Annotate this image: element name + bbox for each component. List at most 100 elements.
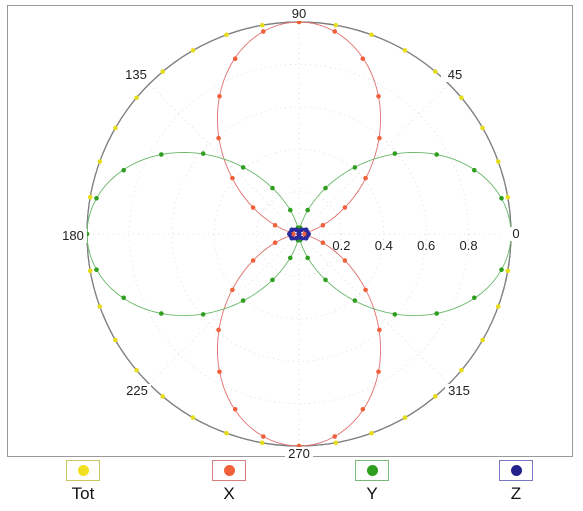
point-tot-28 bbox=[333, 440, 339, 446]
point-y-24 bbox=[270, 277, 275, 283]
point-x-4 bbox=[363, 175, 368, 181]
point-tot-32 bbox=[459, 367, 464, 373]
angle-label-bg-270 bbox=[285, 447, 313, 460]
point-y-30 bbox=[323, 277, 328, 283]
angle-label-45: 45 bbox=[448, 67, 462, 82]
angle-label-bg-0 bbox=[502, 227, 530, 241]
point-x-7 bbox=[360, 56, 366, 61]
grid-circle-3 bbox=[171, 106, 427, 362]
point-tot-10 bbox=[259, 22, 265, 28]
legend: Tot X Y Z bbox=[0, 460, 583, 508]
point-x-6 bbox=[376, 94, 381, 99]
grid-spoke-1 bbox=[298, 83, 450, 235]
point-y-32 bbox=[392, 312, 398, 317]
point-y-29 bbox=[305, 255, 311, 261]
legend-swatch-y bbox=[355, 460, 389, 481]
angle-label-225: 225 bbox=[126, 383, 148, 398]
grid-circle-4 bbox=[128, 63, 470, 405]
angle-label-bg-135 bbox=[122, 68, 150, 82]
point-tot-7 bbox=[369, 32, 374, 38]
point-tot-23 bbox=[160, 394, 166, 399]
legend-swatch-z bbox=[499, 460, 533, 481]
point-y-21 bbox=[159, 311, 164, 316]
point-y-20 bbox=[121, 295, 126, 301]
legend-label-x: X bbox=[223, 484, 235, 503]
angle-label-180: 180 bbox=[62, 228, 84, 243]
point-y-2 bbox=[472, 167, 477, 173]
point-y-7 bbox=[305, 207, 311, 213]
point-tot-34 bbox=[495, 304, 501, 309]
legend-item-z: Z bbox=[486, 460, 546, 504]
point-tot-4 bbox=[459, 95, 464, 101]
point-z-0 bbox=[306, 231, 311, 237]
point-z-2 bbox=[298, 227, 304, 233]
radial-label-3: 0.8 bbox=[460, 238, 478, 253]
point-tot-15 bbox=[113, 125, 118, 131]
point-tot-33 bbox=[480, 337, 485, 343]
point-y-22 bbox=[200, 312, 206, 317]
point-tot-22 bbox=[134, 367, 139, 373]
point-y-4 bbox=[392, 151, 398, 156]
point-y-33 bbox=[434, 311, 439, 316]
angle-label-bg-90 bbox=[285, 7, 313, 21]
legend-item-y: Y bbox=[342, 460, 402, 504]
legend-swatch-x bbox=[212, 460, 246, 481]
point-z-11 bbox=[303, 235, 309, 241]
point-tot-26 bbox=[259, 440, 265, 446]
point-tot-30 bbox=[402, 415, 408, 420]
point-x-12 bbox=[217, 94, 222, 99]
point-z-1 bbox=[303, 227, 309, 233]
radial-label-1: 0.4 bbox=[375, 238, 393, 253]
point-y-25 bbox=[287, 255, 293, 261]
point-z-4 bbox=[294, 227, 300, 233]
point-y-11 bbox=[287, 207, 293, 213]
point-y-13 bbox=[240, 165, 246, 170]
point-x-8 bbox=[332, 29, 338, 34]
point-tot-14 bbox=[134, 95, 139, 101]
radial-label-0: 0.2 bbox=[332, 238, 350, 253]
point-y-12 bbox=[270, 185, 275, 191]
point-tot-3 bbox=[480, 125, 485, 131]
point-x-20 bbox=[272, 240, 278, 246]
point-x-33 bbox=[342, 258, 348, 263]
legend-item-x: X bbox=[199, 460, 259, 504]
point-tot-1 bbox=[505, 194, 511, 200]
legend-swatch-tot bbox=[66, 460, 100, 481]
polar-chart: 0 45 90 135 180 225 270 315 0.2 0.4 0.6 0.8 bbox=[59, 6, 530, 460]
point-tot-12 bbox=[190, 48, 196, 53]
point-tot-6 bbox=[402, 48, 408, 53]
point-x-23 bbox=[216, 327, 221, 333]
point-y-1 bbox=[499, 195, 504, 201]
point-z-8 bbox=[294, 235, 300, 241]
point-tot-13 bbox=[160, 69, 166, 74]
legend-dot-x bbox=[223, 465, 235, 476]
point-y-31 bbox=[352, 298, 358, 303]
angle-label-90: 90 bbox=[292, 6, 306, 21]
point-tot-16 bbox=[97, 159, 103, 164]
point-x-30 bbox=[376, 369, 381, 374]
point-x-22 bbox=[230, 287, 235, 293]
point-y-17 bbox=[94, 195, 99, 201]
point-x-15 bbox=[250, 205, 256, 210]
point-tot-17 bbox=[87, 194, 93, 200]
point-tot-21 bbox=[113, 337, 118, 343]
point-x-34 bbox=[320, 240, 326, 246]
point-y-23 bbox=[240, 298, 246, 303]
point-x-5 bbox=[377, 135, 382, 141]
point-x-31 bbox=[377, 327, 382, 333]
point-y-35 bbox=[499, 267, 504, 273]
point-z-10 bbox=[298, 235, 304, 241]
point-y-14 bbox=[200, 151, 206, 156]
angle-label-bg-45 bbox=[441, 68, 469, 82]
point-y-19 bbox=[94, 267, 99, 273]
point-tot-24 bbox=[190, 415, 196, 420]
point-x-3 bbox=[342, 205, 348, 210]
point-z-5 bbox=[289, 227, 295, 233]
angle-label-0: 0 bbox=[512, 226, 519, 241]
angle-label-bg-225 bbox=[123, 384, 151, 398]
point-tot-35 bbox=[505, 268, 511, 274]
legend-dot-z bbox=[510, 465, 522, 476]
point-x-11 bbox=[232, 56, 238, 61]
label-layer: 0 45 90 135 180 225 270 315 0.2 0.4 0.6 0.8 bbox=[59, 6, 530, 460]
angle-label-315: 315 bbox=[448, 383, 470, 398]
